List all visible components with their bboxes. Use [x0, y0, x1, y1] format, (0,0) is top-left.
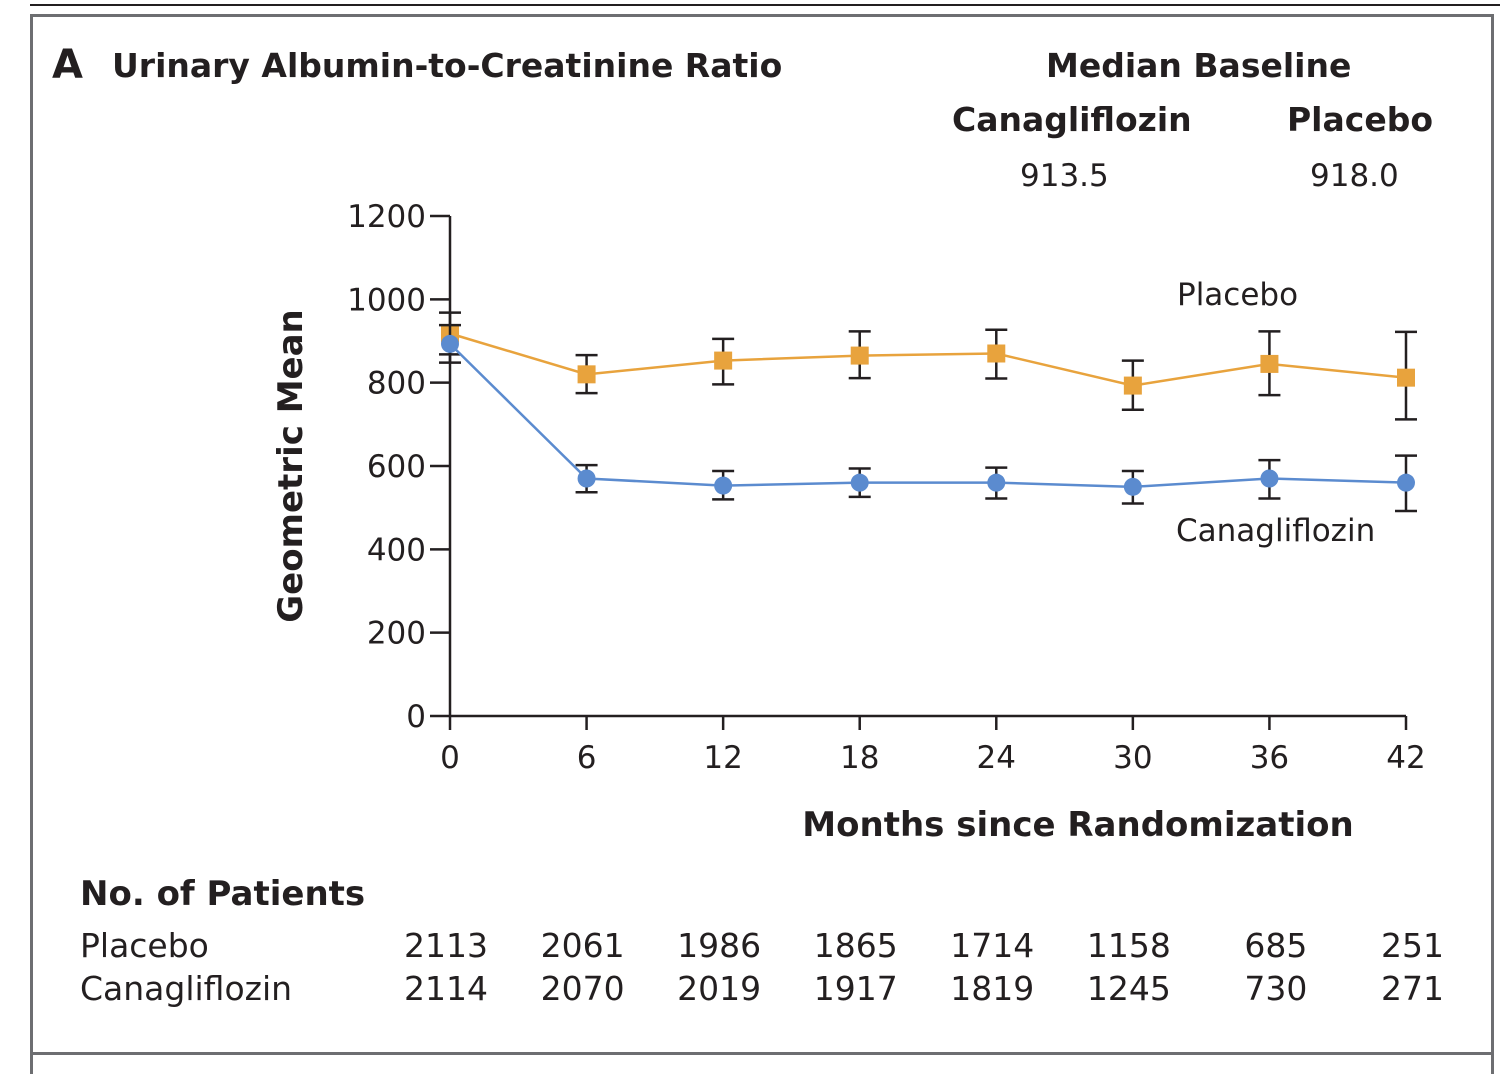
- data-point-square: [1123, 376, 1142, 395]
- data-point-circle: [1397, 473, 1415, 492]
- patients-canagliflozin-label: Canagliflozin: [80, 969, 293, 1008]
- top-rule: [30, 4, 1500, 6]
- patients-placebo-label: Placebo: [80, 926, 209, 965]
- y-tick-label: 1200: [347, 199, 426, 235]
- x-tick-label: 24: [977, 740, 1016, 776]
- data-point-circle: [441, 334, 459, 353]
- patients-canagliflozin-count: 2019: [677, 969, 762, 1008]
- series-canagliflozin: [439, 323, 1417, 513]
- x-tick-label: 18: [840, 740, 879, 776]
- patients-placebo-count: 2061: [540, 926, 625, 965]
- median-baseline-placebo-value: 918.0: [1310, 158, 1399, 194]
- bottom-rule: [33, 1052, 1491, 1055]
- data-point-circle: [1123, 477, 1142, 496]
- data-point-circle: [1260, 469, 1279, 488]
- patients-placebo-count: 2113: [404, 926, 488, 965]
- patients-canagliflozin-count: 271: [1381, 969, 1444, 1008]
- y-tick-label: 200: [367, 616, 426, 652]
- patients-placebo-count: 685: [1244, 926, 1308, 965]
- series-line: [449, 332, 1407, 387]
- x-tick-label: 0: [440, 740, 460, 776]
- annotation-placebo: Placebo: [1177, 277, 1298, 313]
- panel-letter: A: [52, 42, 83, 88]
- patients-canagliflozin-count: 1245: [1086, 969, 1171, 1008]
- x-tick-label: 30: [1113, 740, 1152, 776]
- x-axis-label: Months since Randomization: [802, 805, 1353, 845]
- data-point-square: [577, 365, 596, 384]
- x-tick-label: 42: [1386, 740, 1425, 776]
- data-point-square: [850, 346, 869, 365]
- median-baseline-placebo-label: Placebo: [1287, 100, 1434, 139]
- patients-canagliflozin-count: 2070: [540, 969, 625, 1008]
- data-point-circle: [577, 469, 596, 488]
- patients-placebo-count: 1865: [813, 926, 898, 965]
- x-tick-label: 6: [577, 740, 597, 776]
- y-tick-label: 0: [406, 699, 426, 735]
- series-placebo: [439, 311, 1417, 421]
- patients-placebo-count: 1986: [677, 926, 762, 965]
- y-axis-label: Geometric Mean: [271, 309, 311, 623]
- y-tick-label: 600: [367, 449, 426, 485]
- annotation-canagliflozin: Canagliflozin: [1176, 513, 1375, 549]
- patients-canagliflozin-count: 730: [1244, 969, 1308, 1008]
- data-point-circle: [987, 473, 1006, 492]
- patients-canagliflozin-count: 1819: [950, 969, 1035, 1008]
- series-line: [449, 343, 1407, 489]
- y-tick-label: 800: [367, 366, 426, 402]
- data-point-square: [987, 344, 1006, 363]
- y-tick-label: 400: [367, 532, 426, 568]
- patients-heading: No. of Patients: [80, 874, 366, 914]
- median-baseline-canagliflozin-label: Canagliflozin: [952, 100, 1192, 139]
- patients-canagliflozin-count: 2114: [404, 969, 488, 1008]
- data-point-square: [1260, 354, 1279, 373]
- x-tick-label: 12: [703, 740, 742, 776]
- data-point-circle: [714, 476, 733, 495]
- patients-placebo-count: 1158: [1086, 926, 1171, 965]
- median-baseline-canagliflozin-value: 913.5: [1020, 158, 1109, 194]
- data-point-square: [714, 351, 733, 370]
- median-baseline-heading: Median Baseline: [1046, 46, 1352, 85]
- data-point-circle: [850, 473, 869, 492]
- patients-placebo-count: 251: [1381, 926, 1444, 965]
- y-tick-label: 1000: [347, 282, 426, 318]
- patients-placebo-count: 1714: [950, 926, 1035, 965]
- x-tick-label: 36: [1250, 740, 1289, 776]
- figure-frame: [30, 14, 1494, 1074]
- data-point-square: [1397, 368, 1415, 387]
- panel-title: Urinary Albumin-to-Creatinine Ratio: [112, 46, 783, 85]
- patients-canagliflozin-count: 1917: [813, 969, 898, 1008]
